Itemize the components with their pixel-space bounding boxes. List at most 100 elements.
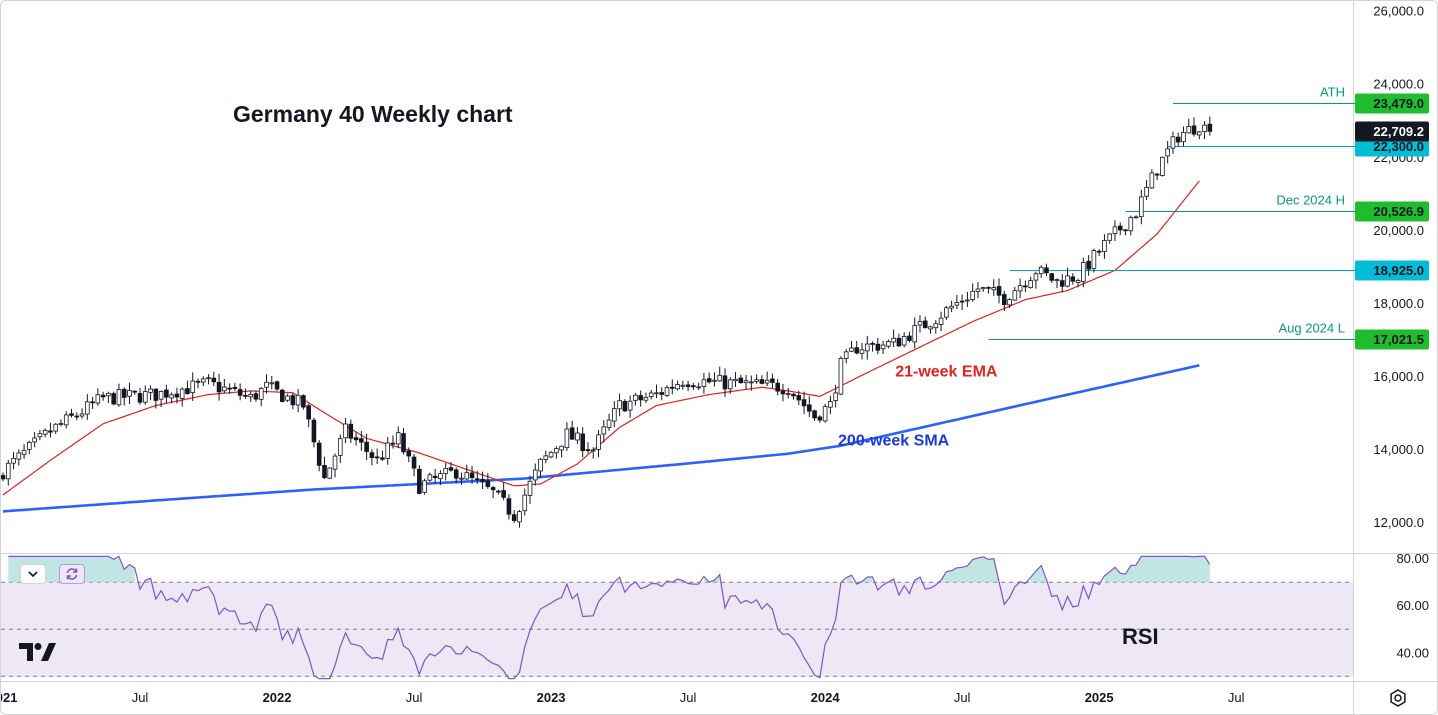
candle-body: [696, 386, 701, 389]
candle-body: [490, 487, 496, 491]
candle: [1165, 140, 1170, 164]
candle: [327, 467, 333, 479]
level-price-tag-bg: [1355, 329, 1429, 350]
candle: [659, 387, 665, 401]
candle-body: [42, 429, 48, 435]
refresh-button[interactable]: [59, 564, 85, 584]
candle: [48, 422, 53, 438]
candle: [359, 431, 364, 451]
candle: [654, 384, 659, 399]
rsi-line: [8, 555, 1211, 680]
candle: [812, 409, 817, 421]
candle-body: [564, 428, 570, 449]
candle: [179, 387, 185, 407]
candle: [427, 472, 433, 482]
rsi-axis[interactable]: 40.00 60.00 80.00: [1396, 551, 1429, 660]
candle: [459, 472, 464, 485]
candle: [185, 380, 190, 395]
candle: [775, 378, 780, 396]
last-price-tag[interactable]: 22,709.2: [1355, 121, 1429, 142]
level-price-tag[interactable]: 23,479.0: [1355, 93, 1429, 114]
candle-body: [364, 441, 369, 452]
candle-body: [1117, 225, 1123, 231]
candle: [258, 387, 264, 407]
candle: [1091, 248, 1097, 273]
candle: [864, 335, 870, 360]
candle: [954, 294, 960, 310]
candle-body: [1207, 123, 1213, 132]
candle: [596, 430, 601, 458]
candle-body: [385, 442, 391, 459]
candle: [738, 374, 744, 384]
candle: [590, 447, 596, 459]
candle-body: [506, 498, 512, 515]
candle-body: [669, 386, 675, 389]
candle: [1181, 126, 1186, 147]
candle-body: [27, 442, 32, 450]
candle-body: [617, 400, 622, 410]
candle: [1, 472, 6, 482]
candle-body: [285, 395, 290, 401]
candle-body: [1191, 125, 1197, 135]
candle-body: [343, 423, 348, 439]
settings-button[interactable]: [1385, 687, 1411, 709]
candle: [264, 374, 269, 394]
candle: [480, 471, 485, 489]
candle-body: [1017, 285, 1023, 292]
rsi-overbought-area: [846, 575, 852, 583]
collapse-pane-button[interactable]: [20, 564, 46, 584]
candle: [211, 371, 217, 386]
candle: [237, 383, 243, 401]
candle: [980, 286, 986, 292]
candle-body: [1033, 273, 1039, 281]
candle-body: [132, 390, 138, 393]
candle: [169, 392, 174, 404]
level-price-tag[interactable]: 17,021.5: [1355, 329, 1429, 350]
candle-body: [975, 288, 981, 292]
candle-body: [691, 385, 696, 388]
candle-body: [907, 335, 912, 341]
candle: [712, 372, 717, 387]
time-axis[interactable]: 2021 Jul 2022 Jul 2023 Jul 2024 Jul 2025 Jul: [1, 690, 1245, 705]
level-price-tag[interactable]: 20,526.9: [1355, 201, 1429, 222]
candle: [158, 390, 164, 408]
candle: [380, 450, 385, 461]
candle-body: [443, 468, 448, 474]
candle-body: [717, 374, 723, 382]
candle: [148, 385, 153, 401]
candle-body: [79, 413, 85, 417]
candle-body: [100, 394, 106, 398]
candle-body: [1196, 131, 1202, 136]
candle: [780, 383, 786, 402]
candle-body: [532, 469, 538, 481]
candle-body: [153, 388, 159, 401]
candle-body: [401, 433, 406, 453]
candle-body: [980, 287, 986, 290]
candle-body: [706, 378, 712, 383]
candle: [1175, 132, 1181, 147]
candle: [696, 382, 701, 391]
candle: [1117, 222, 1123, 235]
candle-body: [838, 357, 844, 395]
candle: [991, 279, 997, 296]
candle: [1017, 278, 1023, 299]
candle-body: [106, 392, 111, 397]
price-tick-label: 14,000.0: [1373, 442, 1424, 457]
candle: [548, 451, 554, 459]
candle-body: [685, 384, 691, 387]
level-price-tag[interactable]: 18,925.0: [1355, 260, 1429, 281]
candle-body: [949, 305, 954, 309]
candle: [986, 286, 991, 294]
candle: [522, 488, 528, 516]
candle-body: [69, 413, 74, 416]
candle-body: [912, 325, 918, 343]
candle: [796, 390, 802, 406]
candle-body: [870, 342, 875, 345]
candle-body: [775, 382, 780, 392]
candle-body: [965, 299, 970, 302]
ema-21-line: [2, 180, 1200, 496]
candle: [638, 390, 643, 407]
candle: [949, 300, 954, 313]
candle-body: [996, 286, 1002, 296]
